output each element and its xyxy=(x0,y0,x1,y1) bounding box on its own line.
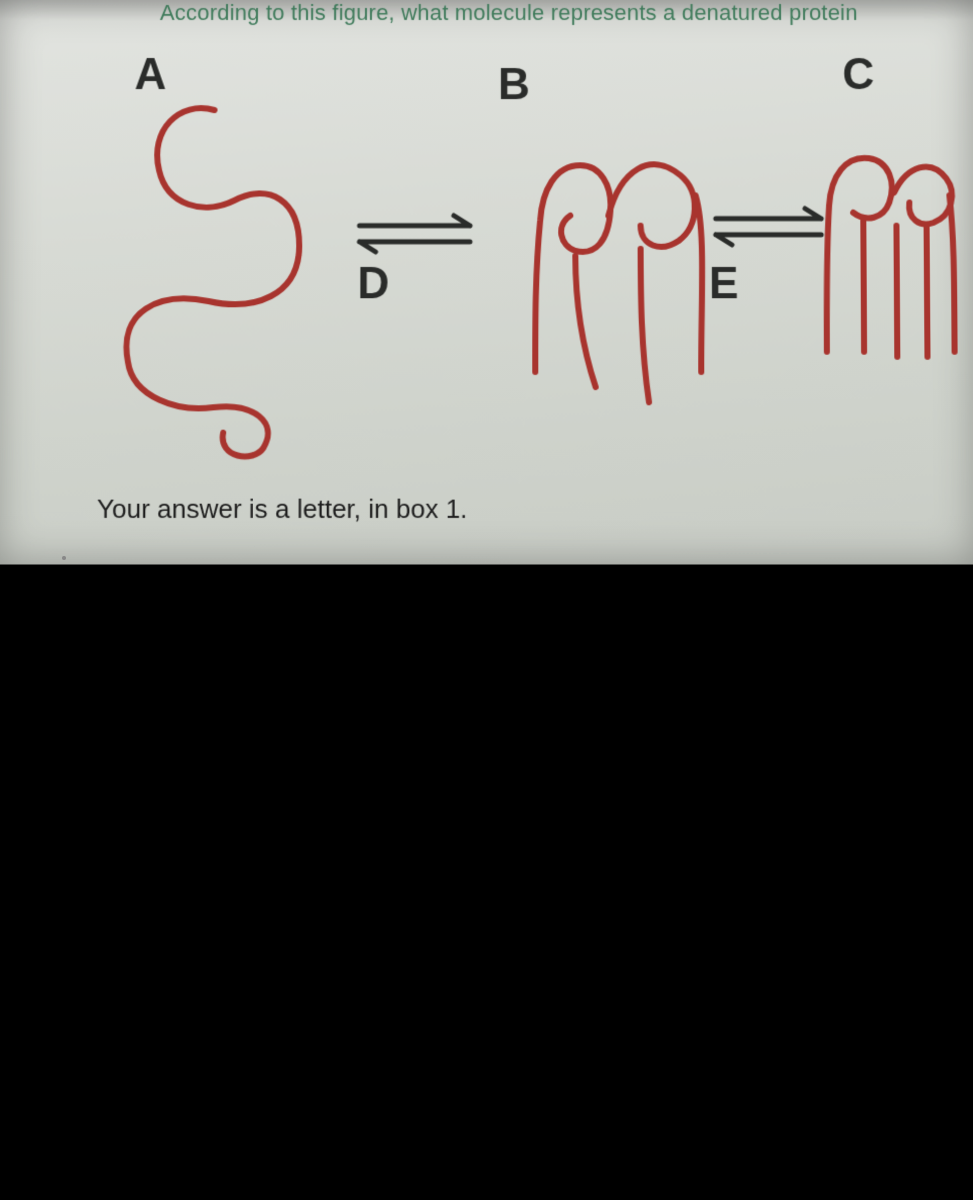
margin-dot xyxy=(62,556,66,560)
answer-note: Your answer is a letter, in box 1. xyxy=(97,494,468,525)
page-scan: According to this figure, what molecule … xyxy=(0,0,973,565)
equilibrium-arrow-e xyxy=(0,0,973,565)
